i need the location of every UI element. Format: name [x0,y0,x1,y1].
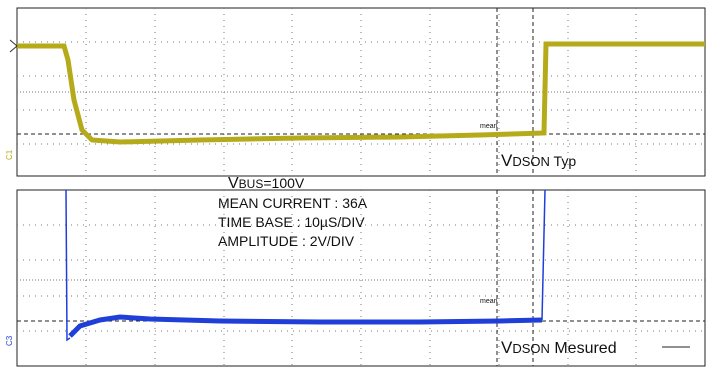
vbus: VBUS=100V [228,175,305,192]
sub: BUS [239,177,264,191]
annotation: VDSON Typ [501,151,576,170]
sub: DSON [512,341,550,356]
mean-label: mean [480,298,498,305]
channel-label: C1 [5,149,14,160]
suffix: Typ [550,153,576,169]
scope-screen: C1 C3 mean mean VDSON Typ VDSON Mesured … [0,0,709,368]
grid-top [17,8,705,176]
note: TIME BASE : 10µS/DIV [218,214,365,230]
note: AMPLITUDE : 2V/DIV [218,233,355,249]
sub: DSON [512,154,550,169]
v: V [228,175,239,192]
channel-label: C3 [5,335,14,346]
suffix: =100V [263,175,305,191]
annotation: VDSON Mesured [501,338,617,357]
v: V [501,338,513,357]
trace-c3 [70,317,542,336]
trace-c3 [542,190,545,320]
suffix: Mesured [550,340,617,357]
note: MEAN CURRENT : 36A [218,195,368,211]
trace-c3 [66,190,70,340]
v: V [501,151,513,170]
marker [10,40,17,52]
mean-label: mean [480,123,498,130]
